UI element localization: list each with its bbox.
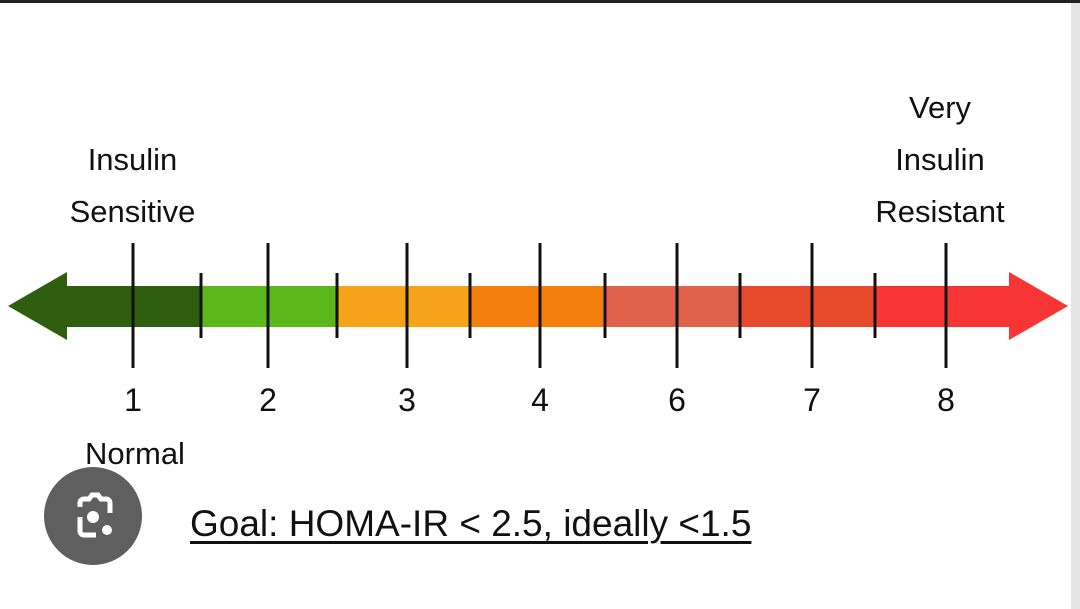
google-lens-icon [77,492,113,538]
tick-label: 7 [803,382,821,418]
label-normal: Normal [85,436,185,471]
label-line: Insulin [895,142,985,177]
scale-segment [605,286,741,327]
label-insulin-sensitive: Insulin Sensitive [40,134,225,238]
tick-label: 4 [531,382,549,418]
scale-segment [740,286,876,327]
tick-label: 6 [668,382,686,418]
tick-label: 2 [259,382,277,418]
scale-segment [875,286,1010,327]
top-border [0,0,1080,3]
homa-ir-scale: 1 2 3 4 6 7 8 [8,243,1068,418]
left-arrowhead [8,272,67,340]
label-line: Resistant [875,194,1005,229]
scrollbar[interactable] [1071,3,1080,609]
tick-label: 1 [124,382,142,418]
goal-text: Goal: HOMA-IR < 2.5, ideally <1.5 [190,503,752,544]
scale-segment [470,286,606,327]
google-lens-button[interactable] [44,467,142,565]
label-line: Insulin [87,142,178,177]
tick-label: 8 [937,382,955,418]
right-arrowhead [1009,272,1068,340]
label-line: Sensitive [69,194,196,229]
label-line: Very [908,90,972,125]
tick-label: 3 [398,382,416,418]
label-very-insulin-resistant: Very Insulin Resistant [845,82,1035,238]
scale-segment [337,286,471,327]
